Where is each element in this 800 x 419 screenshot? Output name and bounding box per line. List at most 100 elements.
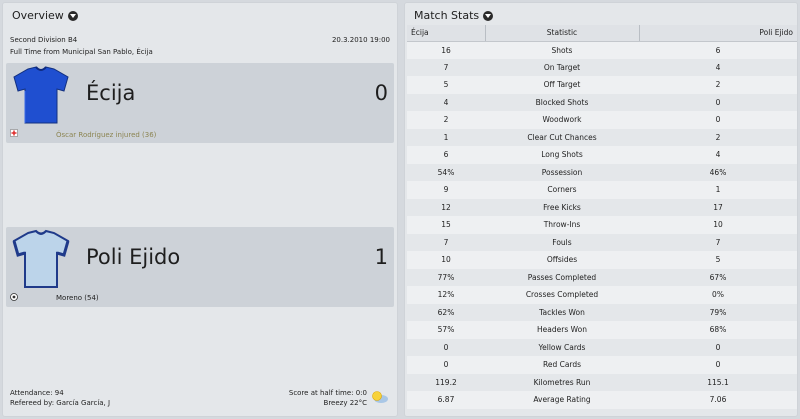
stat-home-value: 62% [407, 303, 485, 321]
table-row: 7 On Target 4 [407, 58, 797, 76]
sun-icon [372, 391, 388, 403]
stat-home-value: 12% [407, 286, 485, 304]
stat-label: Free Kicks [485, 198, 639, 216]
home-kit-icon [13, 66, 69, 124]
stat-home-value: 6 [407, 146, 485, 164]
overview-panel: Overview Second Division B4 20.3.2010 19… [2, 2, 398, 417]
stat-away-value: 2 [639, 128, 797, 146]
match-date: 20.3.2010 19:00 [331, 36, 390, 44]
stat-label: Possession [485, 163, 639, 181]
overview-title-text: Overview [12, 9, 64, 22]
match-stats-panel: Match Stats Écija Statistic Poli Ejido 1… [404, 2, 798, 417]
table-row: 6.87 Average Rating 7.06 [407, 391, 797, 409]
home-team-box: Écija 0 Óscar Rodríguez injured (36) [6, 63, 394, 143]
competition-name: Second Division B4 [10, 36, 78, 44]
weather-text: Breezy 22°C [323, 399, 367, 407]
stat-home-value: 15 [407, 216, 485, 234]
table-row: 7 Fouls 7 [407, 233, 797, 251]
stat-label: Throw-Ins [485, 216, 639, 234]
column-header-statistic[interactable]: Statistic [485, 25, 640, 42]
stat-home-value: 77% [407, 268, 485, 286]
stat-label: Long Shots [485, 146, 639, 164]
stats-header-row: Écija Statistic Poli Ejido [407, 25, 797, 42]
stats-body: 16 Shots 6 7 On Target 4 5 Off Target 2 4 Blocked … [407, 41, 797, 409]
stat-home-value: 54% [407, 163, 485, 181]
stat-away-value: 5 [639, 251, 797, 269]
stat-away-value: 0 [639, 93, 797, 111]
column-header-home[interactable]: Écija [407, 25, 486, 42]
table-row: 12% Crosses Completed 0% [407, 286, 797, 304]
stat-home-value: 2 [407, 111, 485, 129]
stat-away-value: 2 [639, 76, 797, 94]
stat-home-value: 1 [407, 128, 485, 146]
table-row: 2 Woodwork 0 [407, 111, 797, 129]
stats-table: Écija Statistic Poli Ejido 16 Shots 6 7 On T… [407, 25, 797, 409]
stat-away-value: 115.1 [639, 373, 797, 391]
half-time-score: Score at half time: 0:0 [288, 389, 367, 397]
match-meta: Second Division B4 20.3.2010 19:00 [10, 36, 390, 44]
stat-label: On Target [485, 58, 639, 76]
chevron-down-icon[interactable] [67, 10, 78, 21]
table-row: 1 Clear Cut Chances 2 [407, 128, 797, 146]
stat-away-value: 4 [639, 146, 797, 164]
stat-away-value: 17 [639, 198, 797, 216]
stat-away-value: 7.06 [639, 391, 797, 409]
home-team-name[interactable]: Écija [86, 81, 136, 105]
stat-label: Crosses Completed [485, 286, 639, 304]
stat-home-value: 0 [407, 356, 485, 374]
goal-ball-icon [10, 293, 18, 301]
stat-away-value: 46% [639, 163, 797, 181]
stat-label: Offsides [485, 251, 639, 269]
stat-label: Fouls [485, 233, 639, 251]
stat-label: Off Target [485, 76, 639, 94]
stat-away-value: 1 [639, 181, 797, 199]
stat-away-value: 10 [639, 216, 797, 234]
stat-away-value: 6 [639, 41, 797, 59]
stat-away-value: 68% [639, 321, 797, 339]
injury-icon [10, 129, 18, 137]
away-team-box: Poli Ejido 1 Moreno (54) [6, 227, 394, 307]
table-row: 12 Free Kicks 17 [407, 198, 797, 216]
stat-label: Kilometres Run [485, 373, 639, 391]
stat-label: Blocked Shots [485, 93, 639, 111]
stat-label: Shots [485, 41, 639, 59]
table-row: 10 Offsides 5 [407, 251, 797, 269]
venue-row: Full Time from Municipal San Pablo, Écij… [10, 48, 390, 56]
match-footer-right: Score at half time: 0:0 Breezy 22°C [289, 388, 367, 408]
table-row: 0 Yellow Cards 0 [407, 338, 797, 356]
table-row: 77% Passes Completed 67% [407, 268, 797, 286]
stat-away-value: 7 [639, 233, 797, 251]
stat-home-value: 4 [407, 93, 485, 111]
stat-home-value: 16 [407, 41, 485, 59]
away-team-name[interactable]: Poli Ejido [86, 245, 181, 269]
away-score: 1 [374, 245, 388, 269]
stat-away-value: 79% [639, 303, 797, 321]
stat-label: Yellow Cards [485, 338, 639, 356]
column-header-away[interactable]: Poli Ejido [639, 25, 797, 42]
away-event[interactable]: Moreno (54) [56, 294, 99, 302]
stat-label: Headers Won [485, 321, 639, 339]
stat-away-value: 67% [639, 268, 797, 286]
table-row: 15 Throw-Ins 10 [407, 216, 797, 234]
away-kit-icon [12, 229, 70, 288]
overview-title[interactable]: Overview [12, 9, 78, 22]
stat-away-value: 4 [639, 58, 797, 76]
stats-title[interactable]: Match Stats [414, 9, 494, 22]
match-footer-left: Attendance: 94 Refereed by: García Garcí… [10, 388, 110, 408]
table-row: 9 Corners 1 [407, 181, 797, 199]
table-row: 5 Off Target 2 [407, 76, 797, 94]
stat-home-value: 6.87 [407, 391, 485, 409]
stat-home-value: 7 [407, 233, 485, 251]
chevron-down-icon[interactable] [483, 10, 494, 21]
stat-label: Tackles Won [485, 303, 639, 321]
stat-label: Passes Completed [485, 268, 639, 286]
table-row: 62% Tackles Won 79% [407, 303, 797, 321]
table-row: 16 Shots 6 [407, 41, 797, 59]
attendance: Attendance: 94 [10, 389, 64, 397]
stat-away-value: 0 [639, 338, 797, 356]
table-row: 6 Long Shots 4 [407, 146, 797, 164]
home-event[interactable]: Óscar Rodríguez injured (36) [56, 131, 157, 139]
referee[interactable]: Refereed by: García García, J [10, 399, 111, 407]
stat-home-value: 7 [407, 58, 485, 76]
stat-home-value: 119.2 [407, 373, 485, 391]
